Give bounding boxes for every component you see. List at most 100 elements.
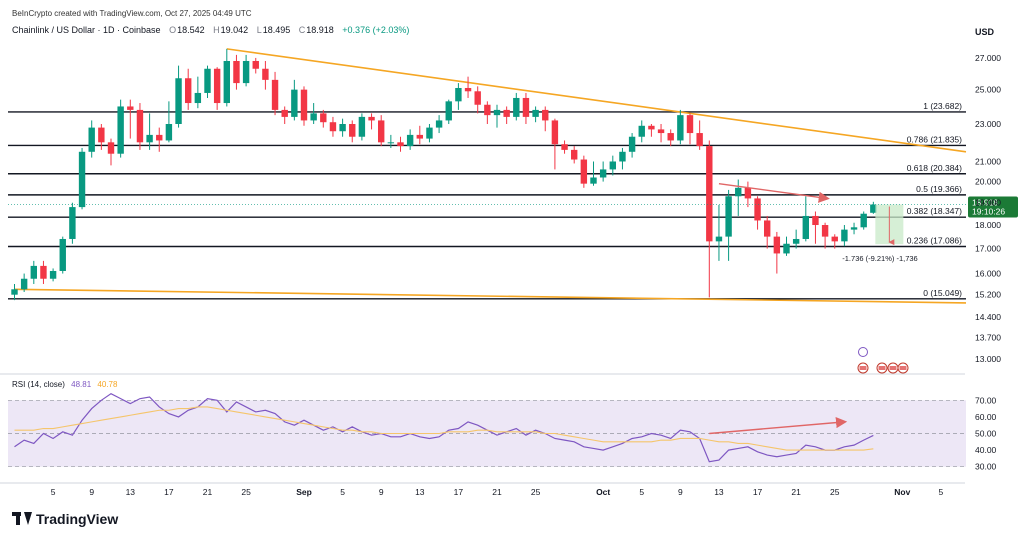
candle-up	[78, 151, 86, 208]
candle-down	[657, 129, 665, 134]
trendline-lower	[14, 288, 967, 304]
candle-down	[464, 87, 472, 92]
rsi-ma-value: 40.78	[97, 380, 118, 389]
candle-down	[821, 225, 829, 237]
candle-down	[349, 123, 356, 137]
rsi-line	[14, 392, 874, 463]
rsi-title[interactable]: RSI (14, close)	[12, 380, 65, 389]
fib-level-label: 0.236 (17.086)	[907, 235, 962, 245]
candle-down	[764, 220, 771, 237]
candle-up	[358, 116, 366, 137]
candle-up	[204, 68, 211, 93]
price-tick-label: 18.000	[975, 220, 1001, 230]
candle-up	[291, 89, 298, 117]
candle-up	[435, 120, 443, 128]
candle-down	[320, 113, 327, 123]
price-tick-label: 14.400	[975, 312, 1001, 322]
price-tick-label: 19.000	[975, 198, 1001, 208]
candle-down	[136, 109, 144, 143]
candle-up	[406, 134, 414, 147]
candle-up	[175, 78, 182, 124]
time-tick-label: 17	[753, 487, 763, 497]
candle-down	[271, 79, 279, 110]
rsi-tick-label: 40.00	[975, 445, 997, 455]
rsi-divergence-arrow	[709, 417, 848, 435]
time-tick-label: 13	[126, 487, 136, 497]
fib-level-label: 0.382 (18.347)	[907, 206, 962, 216]
candle-down	[503, 109, 510, 117]
candle-down	[368, 116, 375, 121]
candle-up	[850, 227, 858, 230]
time-tick-label: 21	[791, 487, 801, 497]
symbol-title[interactable]: Chainlink / US Dollar · 1D · Coinbase	[12, 25, 161, 35]
rsi-tick-label: 60.00	[975, 412, 997, 422]
candle-up	[619, 151, 626, 162]
time-tick-label: 5	[340, 487, 345, 497]
candle-down	[416, 134, 423, 139]
fib-level-label: 1 (23.682)	[923, 101, 962, 111]
candle-down	[580, 159, 588, 184]
candle-up	[223, 60, 230, 104]
price-tick-label: 27.000	[975, 53, 1001, 63]
candle-up	[628, 136, 636, 152]
candle-down	[744, 187, 752, 199]
candle-down	[812, 215, 819, 226]
candle-down	[252, 60, 259, 69]
fib-level-label: 0 (15.049)	[923, 288, 962, 298]
candle-down	[98, 127, 105, 143]
candle-up	[88, 127, 95, 152]
candle-up	[725, 196, 732, 237]
time-tick-label: 9	[89, 487, 94, 497]
candle-down	[686, 115, 694, 134]
time-tick-label: 5	[639, 487, 644, 497]
last-price-tag	[968, 196, 1018, 218]
candle-up	[493, 109, 501, 116]
price-tick-label: 25.000	[975, 85, 1001, 95]
candle-down	[551, 120, 559, 145]
candle-up	[870, 204, 877, 213]
candle-down	[773, 236, 781, 254]
open-value: 18.542	[177, 25, 205, 35]
candle-up	[339, 123, 346, 132]
time-tick-label: Nov	[894, 487, 910, 497]
close-label: C	[298, 25, 306, 35]
time-tick-label: 9	[379, 487, 384, 497]
time-tick-label: 13	[415, 487, 425, 497]
trendline-upper	[226, 48, 967, 153]
candle-up	[49, 270, 57, 279]
price-tick-label: 17.000	[975, 244, 1001, 254]
currency-label[interactable]: USD	[975, 27, 995, 37]
candle-up	[194, 92, 202, 104]
rsi-tick-label: 70.00	[975, 395, 997, 405]
rsi-tick-label: 50.00	[975, 429, 997, 439]
candle-down	[522, 97, 530, 117]
price-tick-label: 13.000	[975, 354, 1001, 364]
fib-level-label: 0.786 (21.835)	[907, 134, 962, 144]
candle-up	[590, 177, 597, 184]
candle-down	[40, 265, 47, 279]
time-tick-label: 21	[492, 487, 502, 497]
candle-up	[426, 127, 433, 139]
candle-down	[706, 146, 713, 242]
candle-down	[561, 144, 568, 150]
candle-up	[513, 97, 520, 117]
open-label: O	[169, 25, 177, 35]
price-tick-label: 23.000	[975, 119, 1001, 129]
candle-down	[107, 142, 115, 154]
candle-down	[696, 133, 703, 147]
price-tick-label: 15.200	[975, 290, 1001, 300]
candle-down	[262, 68, 269, 80]
candle-up	[792, 238, 800, 244]
us-flag-stripe	[889, 366, 897, 370]
rsi-ma-line	[14, 406, 874, 451]
candle-down	[281, 109, 288, 117]
candle-up	[146, 134, 153, 143]
price-tick-label: 20.000	[975, 177, 1001, 187]
us-flag-stripe	[899, 366, 907, 370]
tradingview-logo[interactable]: TradingView	[12, 508, 118, 530]
candle-up	[59, 238, 66, 271]
candle-down	[185, 78, 192, 104]
candle-up	[609, 161, 616, 170]
close-value: 18.918	[306, 25, 334, 35]
